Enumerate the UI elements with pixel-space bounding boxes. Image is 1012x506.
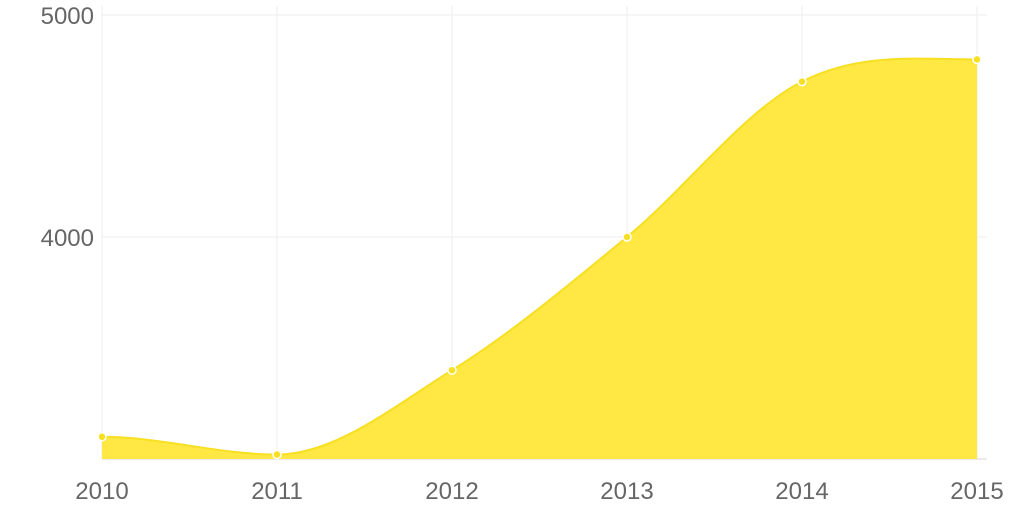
area-layer xyxy=(101,57,978,459)
y-tick-label-4000: 4000 xyxy=(41,225,94,252)
x-tick-label-2010: 2010 xyxy=(75,478,128,505)
x-tick-label-2011: 2011 xyxy=(251,478,303,505)
data-point-2011[interactable] xyxy=(272,449,282,460)
data-points xyxy=(97,54,982,460)
x-axis-ticks: 2010 2011 2012 2013 2014 2015 xyxy=(75,478,1003,505)
y-tick-label-5000: 5000 xyxy=(41,3,94,30)
y-axis-ticks: 4000 5000 xyxy=(41,3,94,252)
area-line xyxy=(101,57,978,456)
x-tick-label-2015: 2015 xyxy=(950,478,1003,505)
data-point-2012[interactable] xyxy=(447,365,457,375)
x-tick-label-2013: 2013 xyxy=(600,478,653,505)
data-point-2010[interactable] xyxy=(97,432,107,442)
data-point-2014[interactable] xyxy=(797,76,807,87)
x-tick-label-2014: 2014 xyxy=(775,478,828,505)
data-point-2013[interactable] xyxy=(622,232,632,242)
x-tick-label-2012: 2012 xyxy=(425,478,478,505)
area-fill xyxy=(102,58,977,459)
data-point-2015[interactable] xyxy=(972,54,982,65)
